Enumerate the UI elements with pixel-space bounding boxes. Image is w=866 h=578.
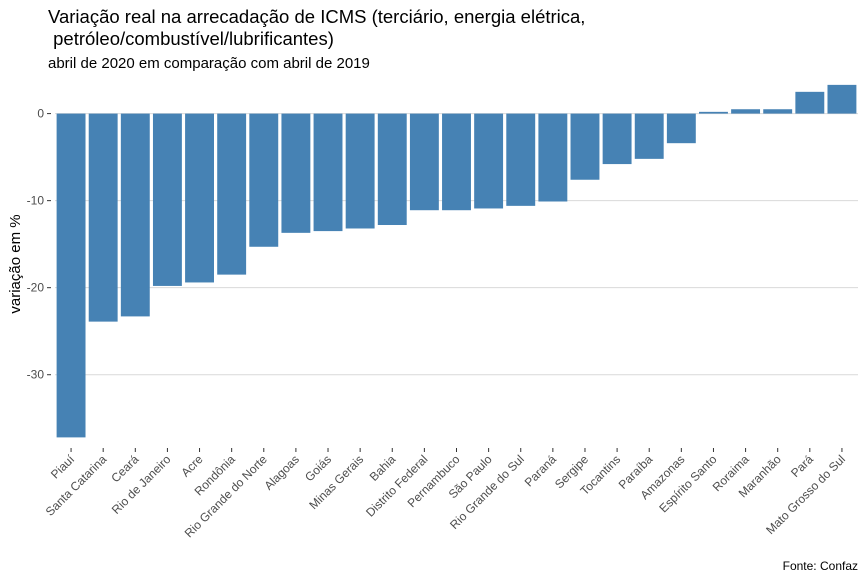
y-axis: 0 -10 -20 -30 (27, 107, 51, 382)
y-axis-label: variação em % (7, 214, 24, 313)
x-tick-label: Alagoas (261, 452, 302, 493)
x-tick-label: Piauí (48, 452, 78, 482)
bar (120, 113, 150, 317)
y-tick-label: 0 (37, 107, 44, 121)
bar (409, 113, 439, 211)
bar (506, 113, 536, 206)
bar (152, 113, 182, 286)
bar (56, 113, 86, 438)
bar (570, 113, 600, 180)
bar (538, 113, 568, 202)
bar (731, 109, 761, 114)
x-tick-label: Acre (178, 452, 206, 480)
x-tick-label: Pará (788, 452, 816, 480)
chart-subtitle: abril de 2020 em comparação com abril de… (48, 55, 370, 72)
bar (313, 113, 343, 232)
bar (827, 84, 857, 114)
source-caption: Fonte: Confaz (783, 559, 858, 573)
bar (666, 113, 696, 144)
bar (699, 111, 728, 114)
bar (377, 113, 407, 226)
bar (281, 113, 311, 233)
bar (795, 91, 825, 114)
chart-title-line-1: Variação real na arrecadação de ICMS (te… (48, 6, 585, 27)
chart-title-line-2: petróleo/combustível/lubrificantes) (48, 28, 334, 49)
bar (602, 113, 632, 165)
bar (442, 113, 471, 211)
bars (56, 84, 857, 438)
y-tick-label: -20 (27, 281, 45, 295)
bar (217, 113, 247, 275)
bar (345, 113, 375, 229)
y-tick-label: -30 (27, 368, 45, 382)
bar (185, 113, 214, 283)
bar (249, 113, 279, 247)
y-tick-label: -10 (27, 194, 45, 208)
bar (763, 109, 793, 114)
bar (474, 113, 504, 209)
bar (88, 113, 118, 322)
bar (634, 113, 664, 159)
